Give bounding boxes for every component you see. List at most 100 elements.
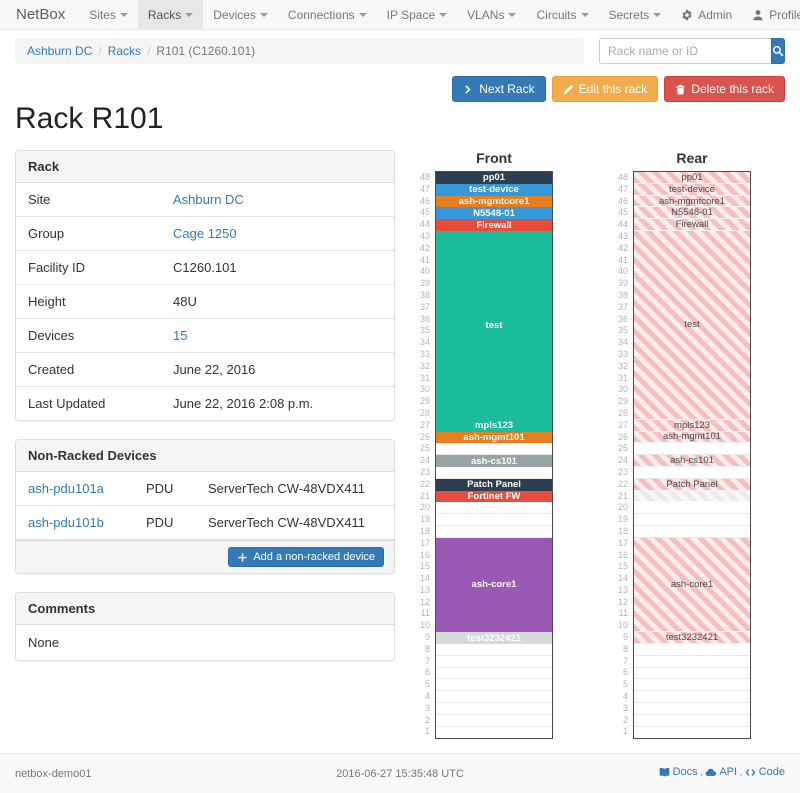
add-non-racked-device-label: Add a non-racked device xyxy=(253,551,375,563)
unit-number: 32 xyxy=(617,360,628,371)
next-rack-button[interactable]: Next Rack xyxy=(452,76,546,102)
rack-device-pp01[interactable]: pp01 xyxy=(634,172,750,184)
unit-number: 25 xyxy=(419,443,430,454)
unit-number: 28 xyxy=(617,407,628,418)
unit-number: 47 xyxy=(419,183,430,194)
info-column: Rack Site Ashburn DC Group Cage 1250 Facilit… xyxy=(15,150,395,679)
rack-device-test[interactable]: test xyxy=(634,230,750,420)
rack-device-ash-mgmt101[interactable]: ash-mgmt101 xyxy=(634,431,750,444)
rack-device-firewall[interactable]: Firewall xyxy=(634,219,750,231)
search-button[interactable] xyxy=(771,38,785,64)
rack-device-test3232421[interactable]: test3232421 xyxy=(436,632,552,644)
breadcrumb-separator: / xyxy=(147,44,151,58)
chevron-down-icon xyxy=(185,12,194,17)
nav-item-label: Devices xyxy=(213,7,256,22)
footer-link-code[interactable]: Code xyxy=(745,766,785,778)
navbar-right-items: AdminProfileLog out xyxy=(671,0,800,29)
breadcrumb-item[interactable]: Racks xyxy=(107,44,142,58)
rack-device-ash-mgmtcore1[interactable]: ash-mgmtcore1 xyxy=(634,195,750,208)
device-link[interactable]: ash-pdu101a xyxy=(28,481,104,496)
rack-device-ash-core1[interactable]: ash-core1 xyxy=(436,537,552,633)
nav-item-vlans[interactable]: VLANs xyxy=(457,0,526,29)
rack-device-n5548-01[interactable]: N5548-01 xyxy=(634,207,750,220)
table-row: ash-pdu101a PDU ServerTech CW-48VDX411 xyxy=(16,472,394,506)
attribute-value: C1260.101 xyxy=(173,260,237,275)
rack-device-patch-panel[interactable]: Patch Panel xyxy=(436,478,552,491)
rack-device-ash-core1[interactable]: ash-core1 xyxy=(634,537,750,633)
device-label: ash-cs101 xyxy=(670,455,714,467)
unit-number: 17 xyxy=(617,537,628,548)
topbar: Ashburn DC / Racks / R101 (C1260.101) xyxy=(15,38,785,64)
empty-unit xyxy=(634,691,750,703)
rack-device-test[interactable]: test xyxy=(436,230,552,420)
rack-device-pp01[interactable]: pp01 xyxy=(436,172,552,184)
table-row: ash-pdu101b PDU ServerTech CW-48VDX411 xyxy=(16,506,394,540)
unit-number: 8 xyxy=(622,643,628,654)
nav-item-secrets[interactable]: Secrets xyxy=(599,0,672,29)
add-non-racked-device-button[interactable]: Add a non-racked device xyxy=(228,547,384,567)
rack-device-test3232421[interactable]: test3232421 xyxy=(634,632,750,644)
footer-link-api[interactable]: API xyxy=(705,766,737,778)
brand-link[interactable]: NetBox xyxy=(16,6,66,23)
unit-number: 17 xyxy=(419,537,430,548)
unit-number: 23 xyxy=(419,466,430,477)
unit-number: 7 xyxy=(622,655,628,666)
rack-device-ash-cs101[interactable]: ash-cs101 xyxy=(634,455,750,467)
unit-number: 11 xyxy=(420,608,430,619)
code-icon xyxy=(745,767,756,778)
delete-rack-button[interactable]: Delete this rack xyxy=(664,76,785,102)
edit-rack-label: Edit this rack xyxy=(578,82,648,96)
rack-device-test-device[interactable]: test-device xyxy=(436,183,552,196)
attribute-value[interactable]: 15 xyxy=(173,328,188,343)
unit-number: 8 xyxy=(424,643,430,654)
attribute-value[interactable]: Cage 1250 xyxy=(173,226,237,241)
device-label: ash-core1 xyxy=(670,578,714,590)
nav-item-connections[interactable]: Connections xyxy=(278,0,377,29)
attribute-value[interactable]: Ashburn DC xyxy=(173,192,244,207)
unit-number: 23 xyxy=(617,466,628,477)
cloud-icon xyxy=(705,767,717,778)
rack-device-fortinet-fw[interactable] xyxy=(634,490,750,503)
nav-item-sites[interactable]: Sites xyxy=(79,0,138,29)
rear-elevation: Rear 48 47 46 45 44 43 42 41 40 39 38 37 36 35 34 33 32 3… xyxy=(615,150,751,740)
rack-device-mpls123[interactable]: mpls123 xyxy=(634,419,750,432)
footer-link-docs[interactable]: Docs xyxy=(659,766,698,778)
search-input[interactable] xyxy=(599,38,771,64)
rack-device-mpls123[interactable]: mpls123 xyxy=(436,419,552,432)
edit-rack-button[interactable]: Edit this rack xyxy=(551,76,659,102)
unit-number: 34 xyxy=(419,337,430,348)
table-row: Facility ID C1260.101 xyxy=(16,251,394,285)
nav-item-circuits[interactable]: Circuits xyxy=(526,0,598,29)
device-label: N5548-01 xyxy=(473,207,515,219)
unit-number: 46 xyxy=(419,195,430,206)
breadcrumb-item[interactable]: Ashburn DC xyxy=(27,44,93,58)
rear-elevation-title: Rear xyxy=(676,150,708,166)
rack-device-n5548-01[interactable]: N5548-01 xyxy=(436,207,552,220)
unit-number: 4 xyxy=(424,691,430,702)
table-row: Last Updated June 22, 2016 2:08 p.m. xyxy=(16,387,394,420)
empty-unit xyxy=(436,443,552,456)
unit-number: 31 xyxy=(617,372,628,383)
nav-item-admin[interactable]: Admin xyxy=(671,0,742,29)
page-actions: Next Rack Edit this rack Delete this rac… xyxy=(15,76,785,102)
rack-device-fortinet-fw[interactable]: Fortinet FW xyxy=(436,490,552,503)
unit-number: 40 xyxy=(419,266,430,277)
nav-item-racks[interactable]: Racks xyxy=(137,0,204,29)
nav-item-devices[interactable]: Devices xyxy=(203,0,278,29)
unit-number: 44 xyxy=(419,219,430,230)
empty-unit xyxy=(634,525,750,538)
rack-device-test-device[interactable]: test-device xyxy=(634,183,750,196)
rack-panel-title: Rack xyxy=(16,151,394,183)
front-rack-frame: pp01 test-device ash-mgmtcore1 N5548-01 Fire… xyxy=(435,171,553,740)
rack-device-ash-mgmtcore1[interactable]: ash-mgmtcore1 xyxy=(436,195,552,208)
device-label: test-device xyxy=(469,184,519,196)
rack-device-patch-panel[interactable]: Patch Panel xyxy=(634,478,750,491)
device-link[interactable]: ash-pdu101b xyxy=(28,515,104,530)
table-row: Created June 22, 2016 xyxy=(16,353,394,387)
rack-device-ash-cs101[interactable]: ash-cs101 xyxy=(436,455,552,467)
nav-item-ip-space[interactable]: IP Space xyxy=(377,0,457,29)
comments-panel-title: Comments xyxy=(16,593,394,625)
rack-device-firewall[interactable]: Firewall xyxy=(436,219,552,231)
nav-item-profile[interactable]: Profile xyxy=(742,0,800,29)
rack-device-ash-mgmt101[interactable]: ash-mgmt101 xyxy=(436,431,552,444)
